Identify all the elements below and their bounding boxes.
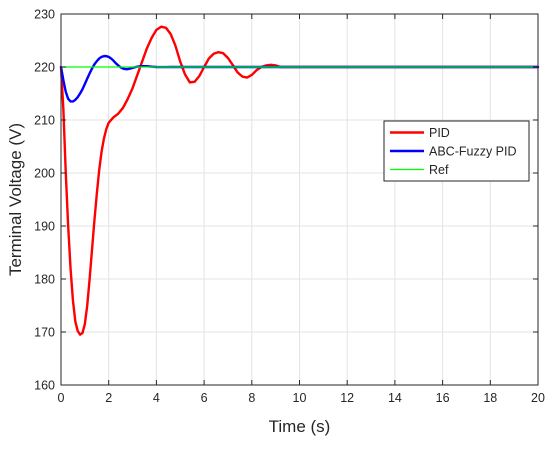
- x-tick-label: 8: [248, 391, 255, 405]
- y-tick-label: 200: [34, 167, 55, 181]
- y-tick-label: 180: [34, 273, 55, 287]
- y-tick-label: 220: [34, 61, 55, 75]
- x-tick-label: 12: [340, 391, 354, 405]
- legend-label-abc-fuzzy-pid: ABC-Fuzzy PID: [429, 145, 517, 159]
- x-axis-title: Time (s): [269, 417, 331, 436]
- axes-frame: [60, 13, 539, 386]
- y-tick-label: 210: [34, 114, 55, 128]
- x-tick-label: 18: [483, 391, 497, 405]
- y-tick-label: 160: [34, 379, 55, 393]
- x-tick-label: 10: [293, 391, 307, 405]
- tick-labels: 0 2 4 6 8 10 12 14 16 18 20 160 170 180 190 200 210 220 23…: [34, 8, 545, 406]
- x-tick-label: 6: [201, 391, 208, 405]
- y-tick-label: 170: [34, 326, 55, 340]
- x-tick-label: 14: [388, 391, 402, 405]
- x-tick-label: 4: [153, 391, 160, 405]
- series-group: [59, 25, 540, 336]
- y-tick-label: 230: [34, 8, 55, 22]
- y-axis-title: Terminal Voltage (V): [6, 123, 25, 276]
- x-tick-label: 2: [105, 391, 112, 405]
- y-tick-label: 190: [34, 220, 55, 234]
- x-tick-label: 0: [58, 391, 65, 405]
- legend: PID ABC-Fuzzy PID Ref: [383, 120, 530, 182]
- x-tick-label: 16: [436, 391, 450, 405]
- x-tick-label: 20: [531, 391, 545, 405]
- legend-label-ref: Ref: [429, 163, 449, 177]
- legend-label-pid: PID: [429, 126, 450, 140]
